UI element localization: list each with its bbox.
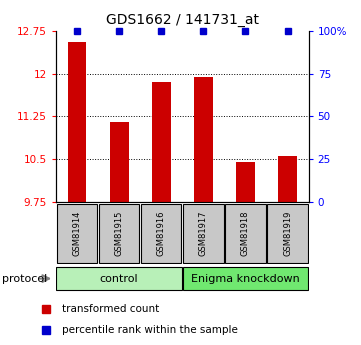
Bar <box>183 267 308 290</box>
Bar <box>194 77 213 202</box>
Bar <box>68 42 87 202</box>
Bar <box>110 122 129 202</box>
Text: protocol: protocol <box>2 274 47 284</box>
Bar <box>152 82 171 202</box>
Bar <box>99 204 139 263</box>
Bar <box>183 204 223 263</box>
Text: GSM81918: GSM81918 <box>241 211 250 256</box>
Text: GSM81917: GSM81917 <box>199 211 208 256</box>
Text: GSM81914: GSM81914 <box>73 211 82 256</box>
Bar <box>56 267 182 290</box>
Text: Enigma knockdown: Enigma knockdown <box>191 274 300 284</box>
Bar <box>278 156 297 202</box>
Bar <box>141 204 182 263</box>
Bar <box>236 162 255 202</box>
Text: GSM81919: GSM81919 <box>283 211 292 256</box>
Text: transformed count: transformed count <box>61 304 159 314</box>
Bar <box>57 204 97 263</box>
Text: percentile rank within the sample: percentile rank within the sample <box>61 325 238 335</box>
Text: GSM81916: GSM81916 <box>157 211 166 256</box>
Text: GSM81915: GSM81915 <box>115 211 123 256</box>
Bar <box>268 204 308 263</box>
Text: control: control <box>100 274 138 284</box>
Bar <box>225 204 266 263</box>
Title: GDS1662 / 141731_at: GDS1662 / 141731_at <box>106 13 259 27</box>
